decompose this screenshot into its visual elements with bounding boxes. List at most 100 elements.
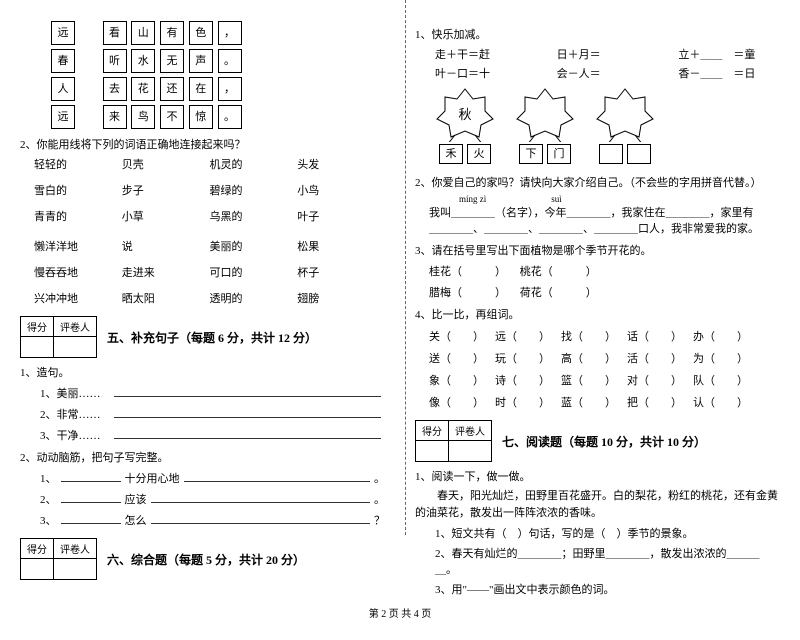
blank-line[interactable] xyxy=(61,490,121,503)
blank-line[interactable] xyxy=(151,511,371,524)
plant-item: 荷花（ ） xyxy=(520,284,608,300)
poem-grid: 远 看 山 有 色 ， 春 听 水 无 声 。 人 去 花 xyxy=(50,20,385,130)
q2-intro: 2、你能用线将下列的词语正确地连接起来吗？ xyxy=(20,136,385,152)
match-cell: 小鸟 xyxy=(297,182,385,198)
equation: 日＋月＝ xyxy=(557,46,659,62)
grid-cell: 惊 xyxy=(189,105,213,129)
grid-cell: 有 xyxy=(160,21,184,45)
answer-box[interactable] xyxy=(599,144,623,164)
score-label: 得分 xyxy=(21,539,54,559)
star-unit xyxy=(595,87,655,164)
compare-row: 象（ ）诗（ ）篮（ ）对（ ）队（ ） xyxy=(429,372,780,388)
blank-line[interactable] xyxy=(61,469,121,482)
pinyin: suì xyxy=(551,194,562,204)
s5-q2: 2、动动脑筋，把句子写完整。 xyxy=(20,449,385,465)
equation: 立＋＿＿ ＝童 xyxy=(678,46,780,62)
compare-item: 把（ ） xyxy=(627,394,693,410)
compare-item: 话（ ） xyxy=(627,328,693,344)
compare-item: 远（ ） xyxy=(495,328,561,344)
compare-row: 像（ ）时（ ）蓝（ ）把（ ）认（ ） xyxy=(429,394,780,410)
answer-box[interactable] xyxy=(627,144,651,164)
grader-label: 评卷人 xyxy=(449,421,492,441)
compare-item: 为（ ） xyxy=(693,350,759,366)
answer-box[interactable]: 下 xyxy=(519,144,543,164)
score-label: 得分 xyxy=(21,317,54,337)
reading-sub3: 3、用"——"画出文中表示颜色的词。 xyxy=(415,581,780,597)
star-center: 秋 xyxy=(458,107,471,122)
star-unit: 下 门 xyxy=(515,87,575,164)
grid-cell: 无 xyxy=(160,49,184,73)
s5-q1: 1、造句。 xyxy=(20,364,385,380)
page-footer: 第 2 页 共 4 页 xyxy=(20,605,780,620)
r-q1: 1、快乐加减。 xyxy=(415,26,780,42)
grid-cell: 来 xyxy=(103,105,127,129)
match-cell: 透明的 xyxy=(210,290,298,306)
plant-row: 桂花（ ） 桃花（ ） xyxy=(415,263,780,279)
match-cell: 可口的 xyxy=(210,264,298,280)
match-cell: 机灵的 xyxy=(210,156,298,172)
item-num: 3、 xyxy=(20,512,57,528)
blank-line[interactable] xyxy=(114,384,381,397)
answer-box[interactable]: 门 xyxy=(547,144,571,164)
sentence-label: 2、非常…… xyxy=(20,406,110,422)
blank-line[interactable] xyxy=(114,426,381,439)
match-cell: 松果 xyxy=(297,238,385,254)
item-num: 1、 xyxy=(20,470,57,486)
grid-cell: 人 xyxy=(51,77,75,101)
answer-box[interactable]: 火 xyxy=(467,144,491,164)
grid-cell: 春 xyxy=(51,49,75,73)
score-box: 得分评卷人 xyxy=(20,316,97,358)
answer-box[interactable]: 禾 xyxy=(439,144,463,164)
grader-label: 评卷人 xyxy=(54,539,97,559)
star-unit: 秋 禾 火 xyxy=(435,87,495,164)
grid-cell: 色 xyxy=(189,21,213,45)
equation: 走＋干＝赶 xyxy=(435,46,537,62)
grid-cell: 远 xyxy=(51,105,75,129)
pinyin: míng zì xyxy=(459,194,549,204)
match-cell: 贝壳 xyxy=(122,156,210,172)
sentence-mid: 十分用心地 xyxy=(125,470,180,486)
grid-cell: 声 xyxy=(189,49,213,73)
section5-title: 五、补充句子（每题 6 分，共计 12 分） xyxy=(107,329,317,346)
plant-item: 桂花（ ） xyxy=(429,263,517,279)
compare-item: 时（ ） xyxy=(495,394,561,410)
section7-title: 七、阅读题（每题 10 分，共计 10 分） xyxy=(502,433,706,450)
grid-cell: 去 xyxy=(103,77,127,101)
match-cell: 翅膀 xyxy=(297,290,385,306)
match-cell: 说 xyxy=(122,238,210,254)
equation-row: 叶－口＝十 会－人＝ 香－＿＿ ＝日 xyxy=(415,65,780,81)
match-cell: 乌黑的 xyxy=(210,208,298,224)
reading-q1: 1、阅读一下，做一做。 xyxy=(415,468,780,484)
grid-cell: ， xyxy=(218,77,242,101)
r-q3: 3、请在括号里写出下面植物是哪个季节开花的。 xyxy=(415,242,780,258)
blank-line[interactable] xyxy=(61,511,121,524)
blank-line[interactable] xyxy=(184,469,371,482)
compare-item: 关（ ） xyxy=(429,328,495,344)
match-cell: 头发 xyxy=(297,156,385,172)
compare-item: 认（ ） xyxy=(693,394,759,410)
equation: 叶－口＝十 xyxy=(435,65,537,81)
score-label: 得分 xyxy=(416,421,449,441)
grid-cell: 在 xyxy=(189,77,213,101)
grid-cell: 水 xyxy=(131,49,155,73)
compare-item: 象（ ） xyxy=(429,372,495,388)
plant-item: 桃花（ ） xyxy=(520,263,608,279)
compare-item: 对（ ） xyxy=(627,372,693,388)
blank-line[interactable] xyxy=(151,490,371,503)
match-cell: 青青的 xyxy=(34,208,122,224)
match-cell: 步子 xyxy=(122,182,210,198)
sentence-label: 3、干净…… xyxy=(20,427,110,443)
blank-line[interactable] xyxy=(114,405,381,418)
sentence-mid: 怎么 xyxy=(125,512,147,528)
compare-item: 队（ ） xyxy=(693,372,759,388)
compare-item: 送（ ） xyxy=(429,350,495,366)
compare-item: 像（ ） xyxy=(429,394,495,410)
grid-cell: 花 xyxy=(131,77,155,101)
equation-row: 走＋干＝赶 日＋月＝ 立＋＿＿ ＝童 xyxy=(415,46,780,62)
r-q4: 4、比一比，再组词。 xyxy=(415,306,780,322)
match-cell: 美丽的 xyxy=(210,238,298,254)
match-cell: 晒太阳 xyxy=(122,290,210,306)
section7-header: 得分评卷人 七、阅读题（每题 10 分，共计 10 分） xyxy=(415,420,780,462)
compare-item: 蓝（ ） xyxy=(561,394,627,410)
equation: 香－＿＿ ＝日 xyxy=(678,65,780,81)
